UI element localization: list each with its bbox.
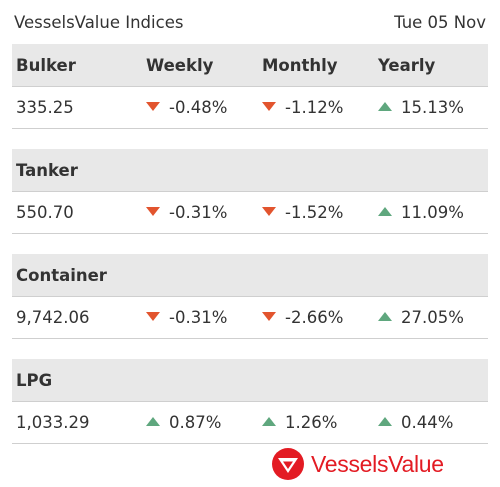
monthly-change: -1.52%	[262, 203, 343, 222]
column-header-weekly: Weekly	[146, 56, 214, 75]
column-header-monthly: Monthly	[262, 56, 338, 75]
index-section-lpg: LPG 1,033.29 0.87% 1.26% 0.44%	[12, 359, 488, 444]
weekly-change-text: 0.87%	[169, 413, 222, 432]
up-arrow-icon	[378, 207, 392, 216]
weekly-change-text: -0.31%	[169, 308, 228, 327]
index-value-row: 335.25 -0.48% -1.12% 15.13%	[12, 87, 488, 129]
up-arrow-icon	[378, 417, 392, 426]
yearly-change: 15.13%	[378, 98, 464, 117]
index-header-row: Container	[12, 254, 488, 297]
up-arrow-icon	[378, 102, 392, 111]
weekly-change: 0.87%	[146, 413, 221, 432]
weekly-change: -0.31%	[146, 308, 227, 327]
yearly-change: 11.09%	[378, 203, 464, 222]
down-arrow-icon	[146, 207, 160, 216]
index-value: 1,033.29	[16, 413, 90, 432]
index-section-tanker: Tanker 550.70 -0.31% -1.52% 11.09%	[12, 149, 488, 234]
down-arrow-icon	[262, 102, 276, 111]
monthly-change-text: -1.12%	[285, 98, 344, 117]
yearly-change-text: 11.09%	[401, 203, 464, 222]
index-section-container: Container 9,742.06 -0.31% -2.66% 27.05%	[12, 254, 488, 339]
down-arrow-icon	[146, 102, 160, 111]
indices-widget: VesselsValue Indices Tue 05 Nov Bulker W…	[12, 0, 488, 444]
monthly-change-text: 1.26%	[285, 413, 338, 432]
index-name: Container	[16, 266, 107, 285]
up-arrow-icon	[146, 417, 160, 426]
monthly-change: -2.66%	[262, 308, 343, 327]
vesselsvalue-logo-icon	[272, 448, 304, 480]
index-value: 335.25	[16, 98, 74, 117]
index-name: Bulker	[16, 56, 76, 75]
index-name: Tanker	[16, 161, 78, 180]
down-arrow-icon	[262, 207, 276, 216]
yearly-change-text: 15.13%	[401, 98, 464, 117]
index-name: LPG	[16, 371, 53, 390]
yearly-change: 27.05%	[378, 308, 464, 327]
yearly-change-text: 27.05%	[401, 308, 464, 327]
index-value-row: 1,033.29 0.87% 1.26% 0.44%	[12, 402, 488, 444]
widget-header: VesselsValue Indices Tue 05 Nov	[12, 0, 488, 44]
up-arrow-icon	[378, 312, 392, 321]
column-header-yearly: Yearly	[378, 56, 436, 75]
index-value-row: 550.70 -0.31% -1.52% 11.09%	[12, 192, 488, 234]
vesselsvalue-logo[interactable]: VesselsValue	[272, 447, 444, 481]
index-section-bulker: Bulker Weekly Monthly Yearly 335.25 -0.4…	[12, 44, 488, 129]
logo-text: VesselsValue	[311, 450, 444, 477]
yearly-change: 0.44%	[378, 413, 453, 432]
widget-date: Tue 05 Nov	[394, 13, 486, 32]
widget-title: VesselsValue Indices	[14, 13, 184, 32]
index-value: 9,742.06	[16, 308, 90, 327]
monthly-change-text: -2.66%	[285, 308, 344, 327]
monthly-change-text: -1.52%	[285, 203, 344, 222]
monthly-change: 1.26%	[262, 413, 337, 432]
down-arrow-icon	[146, 312, 160, 321]
weekly-change: -0.48%	[146, 98, 227, 117]
weekly-change: -0.31%	[146, 203, 227, 222]
weekly-change-text: -0.48%	[169, 98, 228, 117]
monthly-change: -1.12%	[262, 98, 343, 117]
weekly-change-text: -0.31%	[169, 203, 228, 222]
up-arrow-icon	[262, 417, 276, 426]
index-header-row: Tanker	[12, 149, 488, 192]
index-value: 550.70	[16, 203, 74, 222]
down-arrow-icon	[262, 312, 276, 321]
index-header-row: Bulker Weekly Monthly Yearly	[12, 44, 488, 87]
index-value-row: 9,742.06 -0.31% -2.66% 27.05%	[12, 297, 488, 339]
yearly-change-text: 0.44%	[401, 413, 454, 432]
index-header-row: LPG	[12, 359, 488, 402]
